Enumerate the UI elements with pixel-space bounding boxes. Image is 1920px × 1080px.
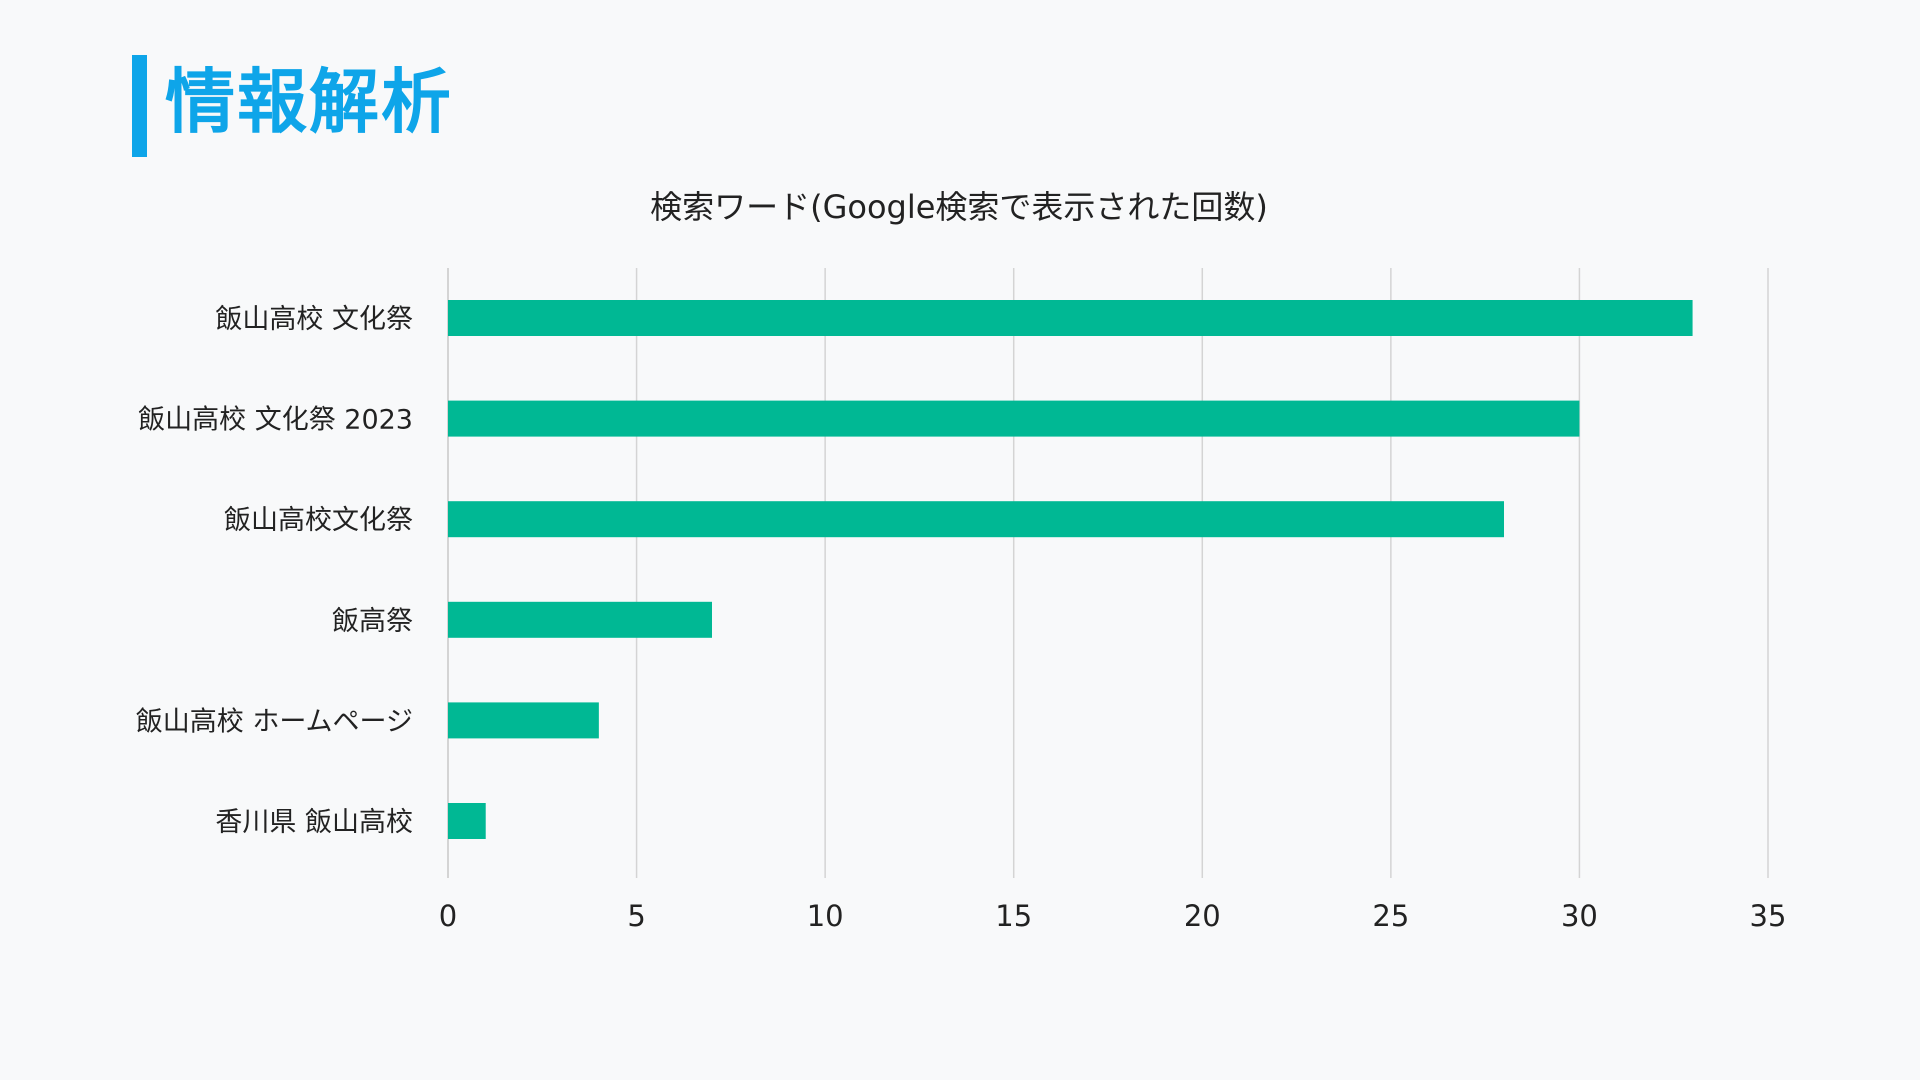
bar xyxy=(448,702,599,739)
bar xyxy=(448,501,1504,538)
category-label: 飯高祭 xyxy=(332,606,413,637)
title-accent-bar xyxy=(132,55,147,157)
chart-title: 検索ワード(Google検索で表示された回数) xyxy=(650,188,1268,226)
x-tick-label: 30 xyxy=(1561,899,1598,933)
x-tick-label: 25 xyxy=(1372,899,1409,933)
x-tick-label: 15 xyxy=(995,899,1032,933)
bar xyxy=(448,400,1580,437)
bar xyxy=(448,300,1693,336)
grid-lines xyxy=(447,268,1769,878)
category-label: 飯山高校文化祭 xyxy=(224,505,413,536)
bar xyxy=(448,601,712,638)
page-title: 情報解析 xyxy=(165,61,453,143)
x-tick-label: 35 xyxy=(1750,899,1787,933)
x-tick-label: 5 xyxy=(627,899,645,933)
category-label: 香川県 飯山高校 xyxy=(215,807,413,838)
x-tick-label: 0 xyxy=(439,899,457,933)
bars xyxy=(448,300,1693,839)
category-label: 飯山高校 文化祭 2023 xyxy=(138,405,413,436)
category-label: 飯山高校 ホームページ xyxy=(136,706,413,737)
x-axis-tick-labels: 0 5 10 15 20 25 30 35 xyxy=(439,899,1787,933)
bar xyxy=(448,803,486,839)
x-tick-label: 20 xyxy=(1184,899,1221,933)
x-tick-label: 10 xyxy=(807,899,844,933)
category-label: 飯山高校 文化祭 xyxy=(215,304,413,335)
